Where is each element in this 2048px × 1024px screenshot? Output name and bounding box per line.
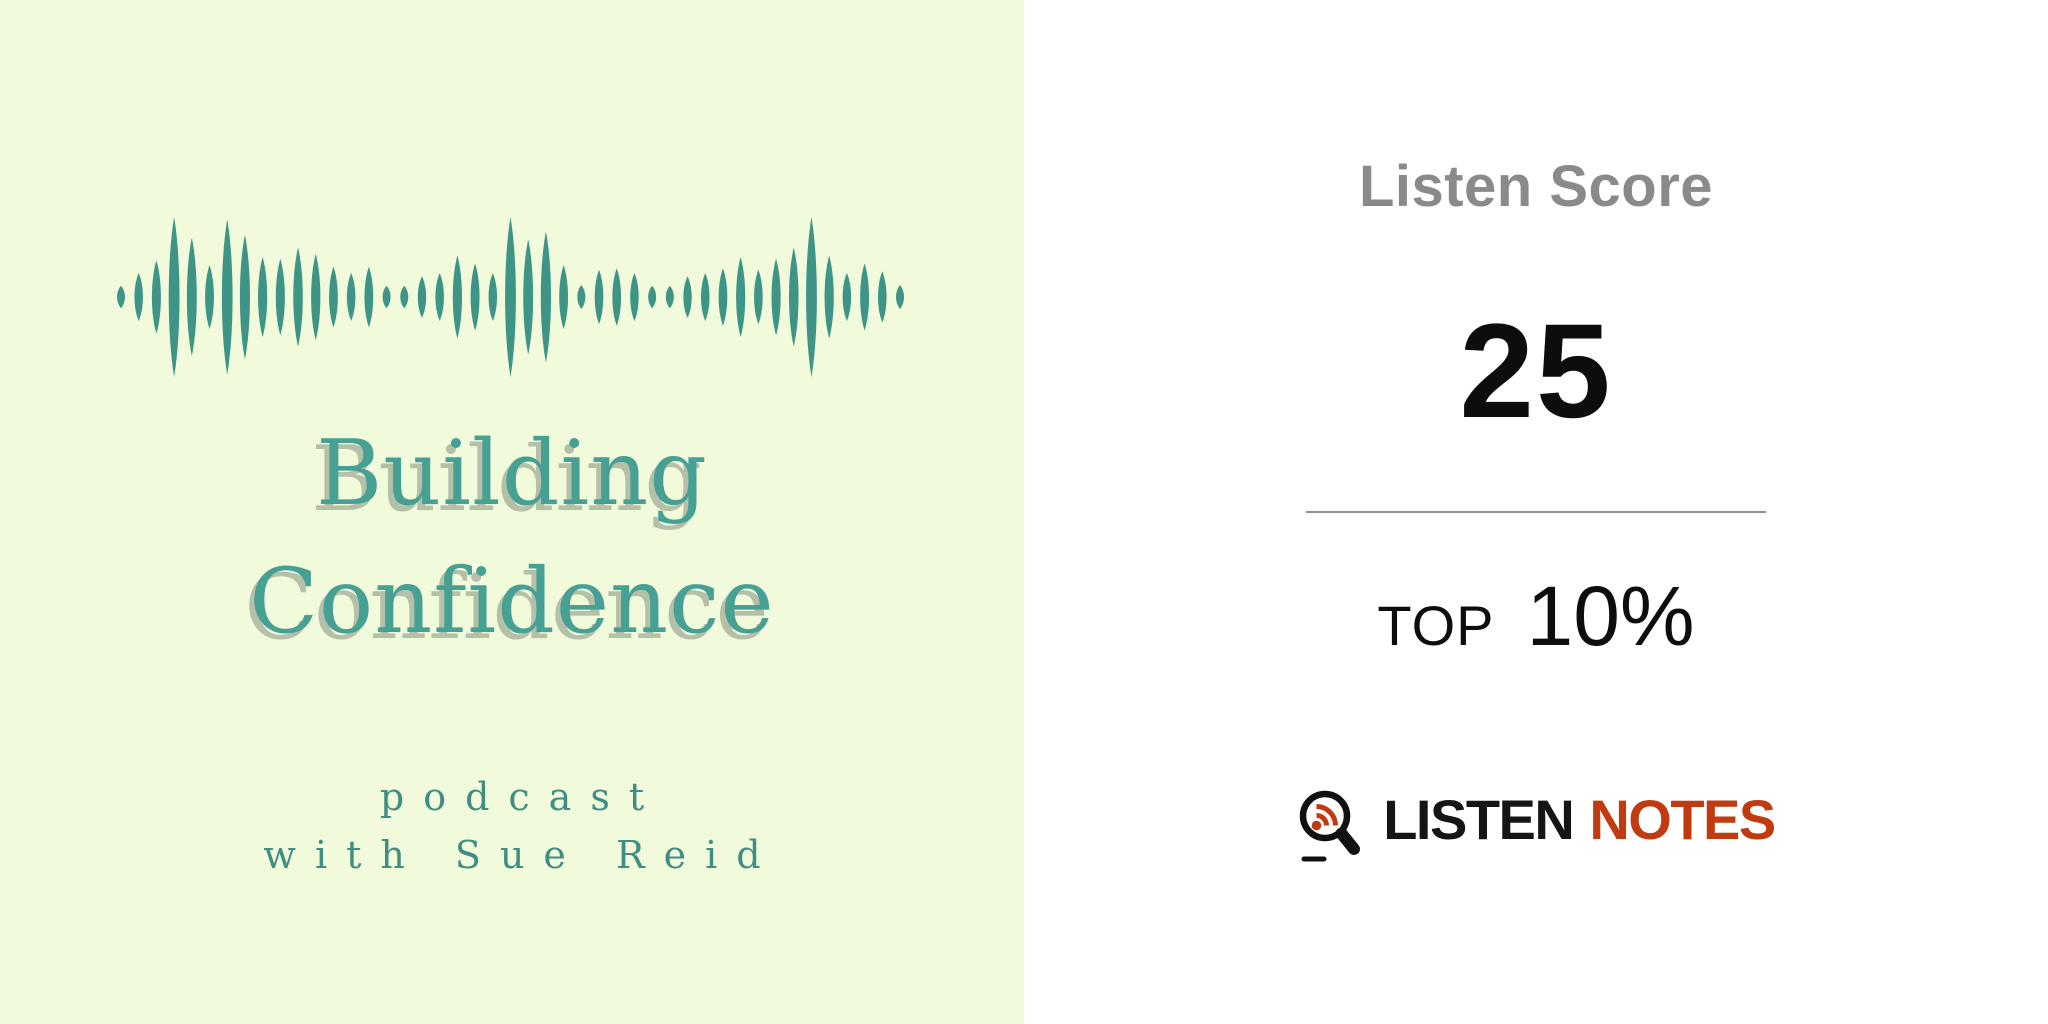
magnifier-rss-icon [1299, 790, 1361, 862]
brand-word-notes: NOTES [1589, 788, 1776, 851]
podcast-cover-art: Building Confidence podcast with Sue Rei… [0, 0, 1024, 1024]
top-percent-value: 10% [1526, 569, 1695, 663]
top-label: TOP [1377, 594, 1495, 657]
podcast-subtitle-line-1: podcast [379, 775, 664, 819]
listen-score-heading: Listen Score [1358, 154, 1714, 219]
listen-score-value: 25 [1459, 297, 1613, 446]
podcast-title-line-2: Confidence [249, 549, 775, 654]
divider-line [1306, 511, 1766, 513]
podcast-title-line-1: Building [316, 421, 708, 526]
top-percent-row: TOP 10% [1024, 574, 2048, 658]
brand-word-listen: LISTEN [1383, 788, 1575, 851]
podcast-subtitle-line-2: with Sue Reid [263, 833, 780, 877]
listen-score-panel: Listen Score 25 TOP 10% LISTEN NOTES [1024, 0, 2048, 1024]
waveform-icon [117, 217, 904, 377]
listen-notes-logo[interactable]: LISTEN NOTES [1024, 786, 2048, 864]
listen-notes-wordmark: LISTEN NOTES [1383, 792, 1776, 848]
